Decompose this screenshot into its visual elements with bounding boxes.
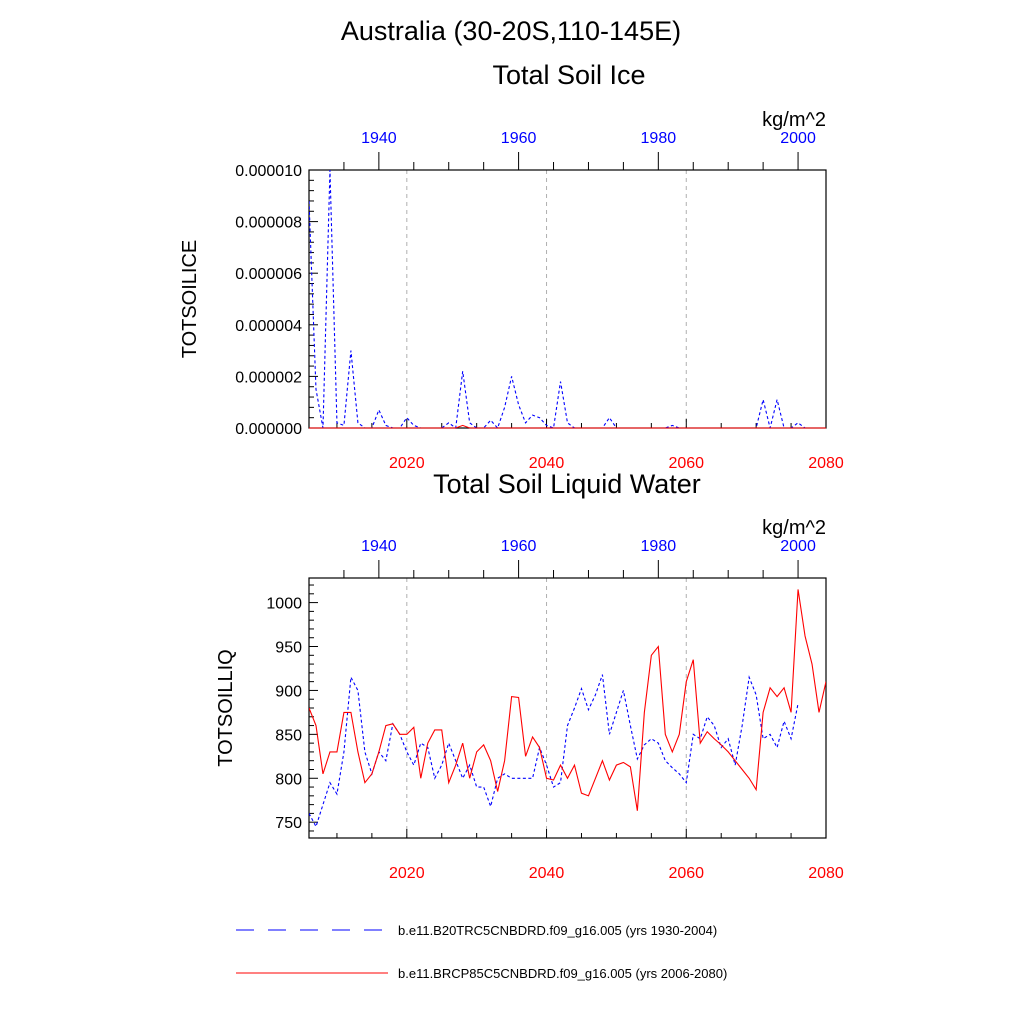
historical-series-line — [309, 674, 799, 828]
x-bottom-tick-label: 2060 — [668, 865, 704, 882]
x-bottom-tick-label: 2020 — [389, 865, 425, 882]
x-top-tick-label: 1940 — [361, 130, 397, 147]
x-bottom-tick-label: 2060 — [668, 455, 704, 472]
rcp85-series-line — [309, 589, 826, 811]
x-top-tick-label: 1980 — [641, 538, 677, 555]
panel-total-soil-liquid-water: Total Soil Liquid Water 750 800 850 900 950 10… — [215, 469, 844, 882]
y-tick-label: 1000 — [266, 596, 302, 613]
x-top-tick-label: 1960 — [501, 538, 537, 555]
y-axis-label: TOTSOILLIQ — [215, 649, 237, 766]
legend: b.e11.B20TRC5CNBDRD.f09_g16.005 (yrs 193… — [236, 923, 727, 981]
y-tick-label: 900 — [275, 683, 302, 700]
y-tick-label: 0.000008 — [235, 215, 302, 232]
panel2-title: Total Soil Liquid Water — [433, 469, 701, 499]
panel-total-soil-ice: 0.000000 0.000002 0.000004 0.000006 0.000008… — [179, 109, 844, 472]
units-label: kg/m^2 — [762, 517, 826, 539]
x-bottom-tick-label: 2080 — [808, 455, 844, 472]
y-tick-label: 950 — [275, 640, 302, 657]
y-tick-label: 0.000002 — [235, 369, 302, 386]
plot-frame — [308, 577, 827, 839]
y-tick-label: 0.000004 — [235, 318, 302, 335]
y-tick-label: 0.000006 — [235, 266, 302, 283]
y-tick-label: 800 — [275, 771, 302, 788]
x-bottom-tick-label: 2080 — [808, 865, 844, 882]
x-top-tick-label: 2000 — [780, 130, 816, 147]
x-bottom-tick-label: 2040 — [529, 865, 565, 882]
rcp85-series-line — [309, 424, 826, 429]
x-bottom-tick-label: 2040 — [529, 455, 565, 472]
y-axis-label: TOTSOILICE — [179, 240, 201, 359]
panel1-title: Total Soil Ice — [492, 60, 646, 90]
legend-label-1: b.e11.B20TRC5CNBDRD.f09_g16.005 (yrs 193… — [398, 923, 717, 938]
x-bottom-tick-label: 2020 — [389, 455, 425, 472]
legend-label-2: b.e11.BRCP85C5CNBDRD.f09_g16.005 (yrs 20… — [398, 966, 727, 981]
units-label: kg/m^2 — [762, 109, 826, 131]
x-top-tick-label: 2000 — [780, 538, 816, 555]
plot-frame — [308, 169, 827, 429]
x-top-tick-label: 1940 — [361, 538, 397, 555]
y-tick-label: 0.000010 — [235, 163, 302, 180]
y-tick-label: 750 — [275, 815, 302, 832]
x-top-tick-label: 1980 — [641, 130, 677, 147]
historical-series-line — [309, 169, 826, 429]
figure-title: Australia (30-20S,110-145E) — [340, 16, 682, 46]
x-top-tick-label: 1960 — [501, 130, 537, 147]
y-tick-label: 0.000000 — [235, 421, 302, 438]
y-tick-label: 850 — [275, 727, 302, 744]
